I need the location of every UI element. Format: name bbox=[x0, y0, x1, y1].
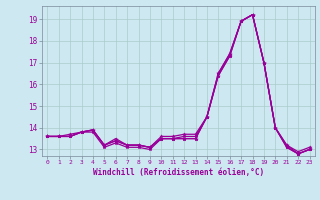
X-axis label: Windchill (Refroidissement éolien,°C): Windchill (Refroidissement éolien,°C) bbox=[93, 168, 264, 177]
